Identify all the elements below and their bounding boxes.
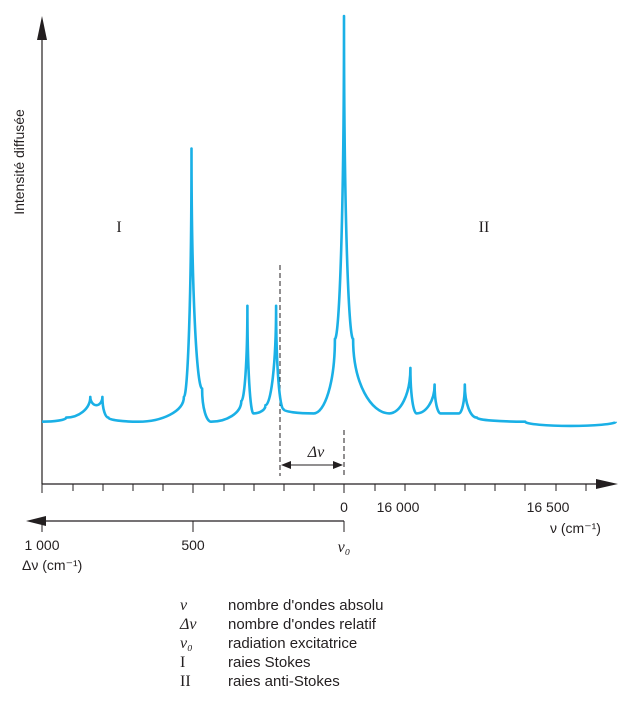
region-label-stokes: I [116,219,121,236]
legend-row-delta-nu: Δν nombre d'ondes relatif [180,615,383,634]
x-rel-tick-500: 500 [181,537,205,553]
y-axis-arrowhead [37,16,47,40]
relative-axis-arrowhead [26,516,46,526]
x-abs-tick-16000: 16 000 [377,499,420,515]
delta-arrow-right [333,461,343,469]
legend-row-nu: ν nombre d'ondes absolu [180,596,383,615]
y-axis-label: Intensité diffusée [11,109,27,215]
legend-text-stokes: raies Stokes [228,654,311,671]
x-rel-tick-1000: 1 000 [24,537,59,553]
legend-symbol-nu: ν [180,597,188,614]
legend-symbol-stokes: I [180,654,186,671]
x-rel-axis-label: Δν (cm⁻¹) [22,557,82,573]
x-axis-ticks [41,484,587,493]
nu0-label: ν₀ [338,539,351,556]
x-ref-zero-label: 0 [340,499,348,515]
spectrum-line [41,14,618,428]
spectrum-series-group [41,14,618,428]
legend-symbol-nu0: ν₀ [180,635,193,652]
x-abs-axis-label: ν (cm⁻¹) [550,520,601,536]
legend-row-stokes: I raies Stokes [180,653,383,672]
legend-symbol-delta-nu: Δν [180,616,197,633]
x-axis-arrowhead [596,479,618,489]
legend-text-delta-nu: nombre d'ondes relatif [228,616,376,633]
legend-text-nu0: radiation excitatrice [228,635,358,652]
x-abs-tick-16500: 16 500 [527,499,570,515]
legend-row-anti-stokes: II raies anti-Stokes [180,672,383,691]
region-label-anti-stokes: II [479,219,490,236]
legend-text-anti-stokes: raies anti-Stokes [228,673,340,690]
delta-label: Δν [307,444,325,461]
legend-text-nu: nombre d'ondes absolu [228,597,384,614]
delta-arrow-left [281,461,291,469]
legend-symbol-anti-stokes: II [180,673,191,690]
legend: ν nombre d'ondes absolu Δν nombre d'onde… [180,596,383,691]
legend-row-nu0: ν₀ radiation excitatrice [180,634,383,653]
